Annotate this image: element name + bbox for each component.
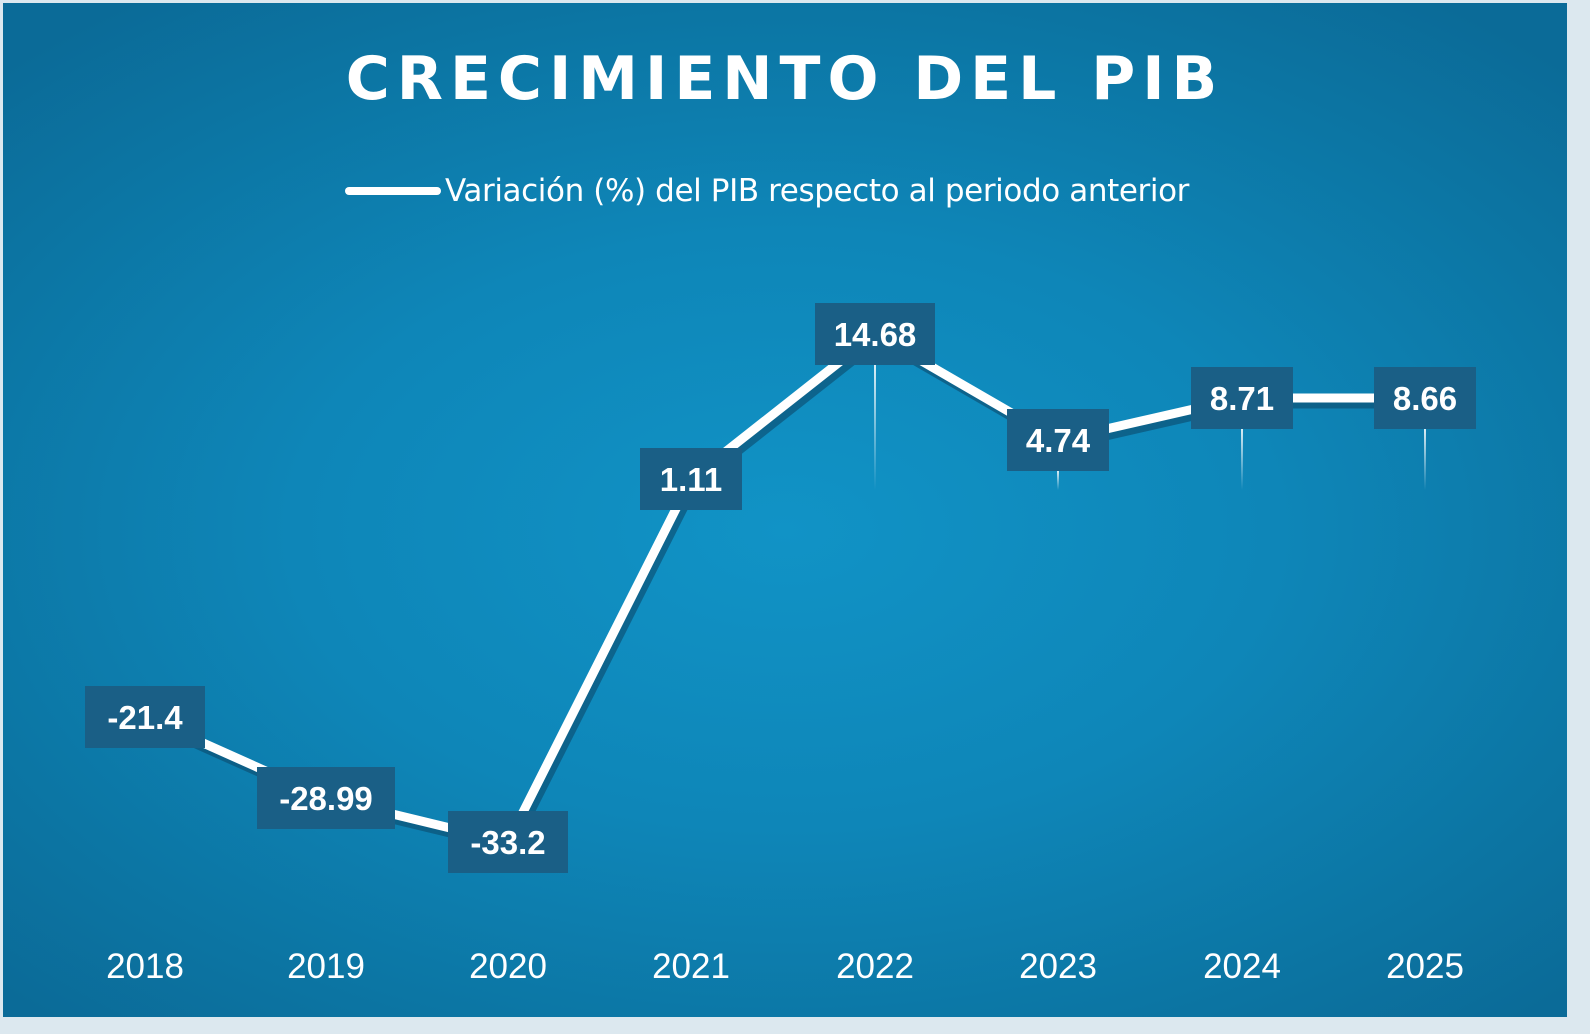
- guide-line: [874, 365, 876, 490]
- data-label: -33.2: [448, 811, 568, 873]
- legend-label: Variación (%) del PIB respecto al period…: [445, 173, 1189, 209]
- svg-text:8.66: 8.66: [1393, 380, 1457, 417]
- data-label: -21.4: [85, 686, 205, 748]
- x-tick-label: 2018: [106, 947, 184, 986]
- guide-lines: [144, 365, 1426, 832]
- legend-line-icon: [345, 187, 441, 195]
- x-tick-label: 2024: [1203, 947, 1281, 986]
- guide-line: [1057, 471, 1059, 490]
- x-tick-label: 2025: [1386, 947, 1464, 986]
- data-labels: -21.4 -28.99 -33.2 1.11 14.68 4.74 8.71 8.66: [85, 303, 1476, 873]
- data-label: 4.74: [1007, 409, 1109, 471]
- data-label: -28.99: [257, 767, 395, 829]
- legend: Variación (%) del PIB respecto al period…: [345, 169, 1189, 213]
- svg-text:-21.4: -21.4: [107, 699, 183, 736]
- x-tick-label: 2021: [652, 947, 730, 986]
- data-label: 8.66: [1374, 367, 1476, 429]
- data-label: 14.68: [815, 303, 935, 365]
- svg-text:8.71: 8.71: [1210, 380, 1274, 417]
- svg-text:14.68: 14.68: [834, 316, 917, 353]
- x-tick-label: 2022: [836, 947, 914, 986]
- chart-title: CRECIMIENTO DEL PIB: [345, 44, 1225, 114]
- guide-line: [1241, 429, 1243, 490]
- x-tick-label: 2023: [1019, 947, 1097, 986]
- guide-line: [1424, 429, 1426, 490]
- svg-text:-33.2: -33.2: [470, 824, 545, 861]
- x-axis: 2018 2019 2020 2021 2022 2023 2024 2025: [106, 947, 1464, 986]
- chart-panel: CRECIMIENTO DEL PIB Variación (%) del PI…: [3, 3, 1567, 1017]
- line-chart: -21.4 -28.99 -33.2 1.11 14.68 4.74 8.71 8.66 20…: [85, 303, 1476, 986]
- data-label: 1.11: [640, 448, 742, 510]
- svg-text:4.74: 4.74: [1026, 422, 1091, 459]
- x-tick-label: 2019: [287, 947, 365, 986]
- data-label: 8.71: [1191, 367, 1293, 429]
- svg-text:1.11: 1.11: [660, 461, 722, 498]
- svg-text:-28.99: -28.99: [279, 780, 373, 817]
- x-tick-label: 2020: [469, 947, 547, 986]
